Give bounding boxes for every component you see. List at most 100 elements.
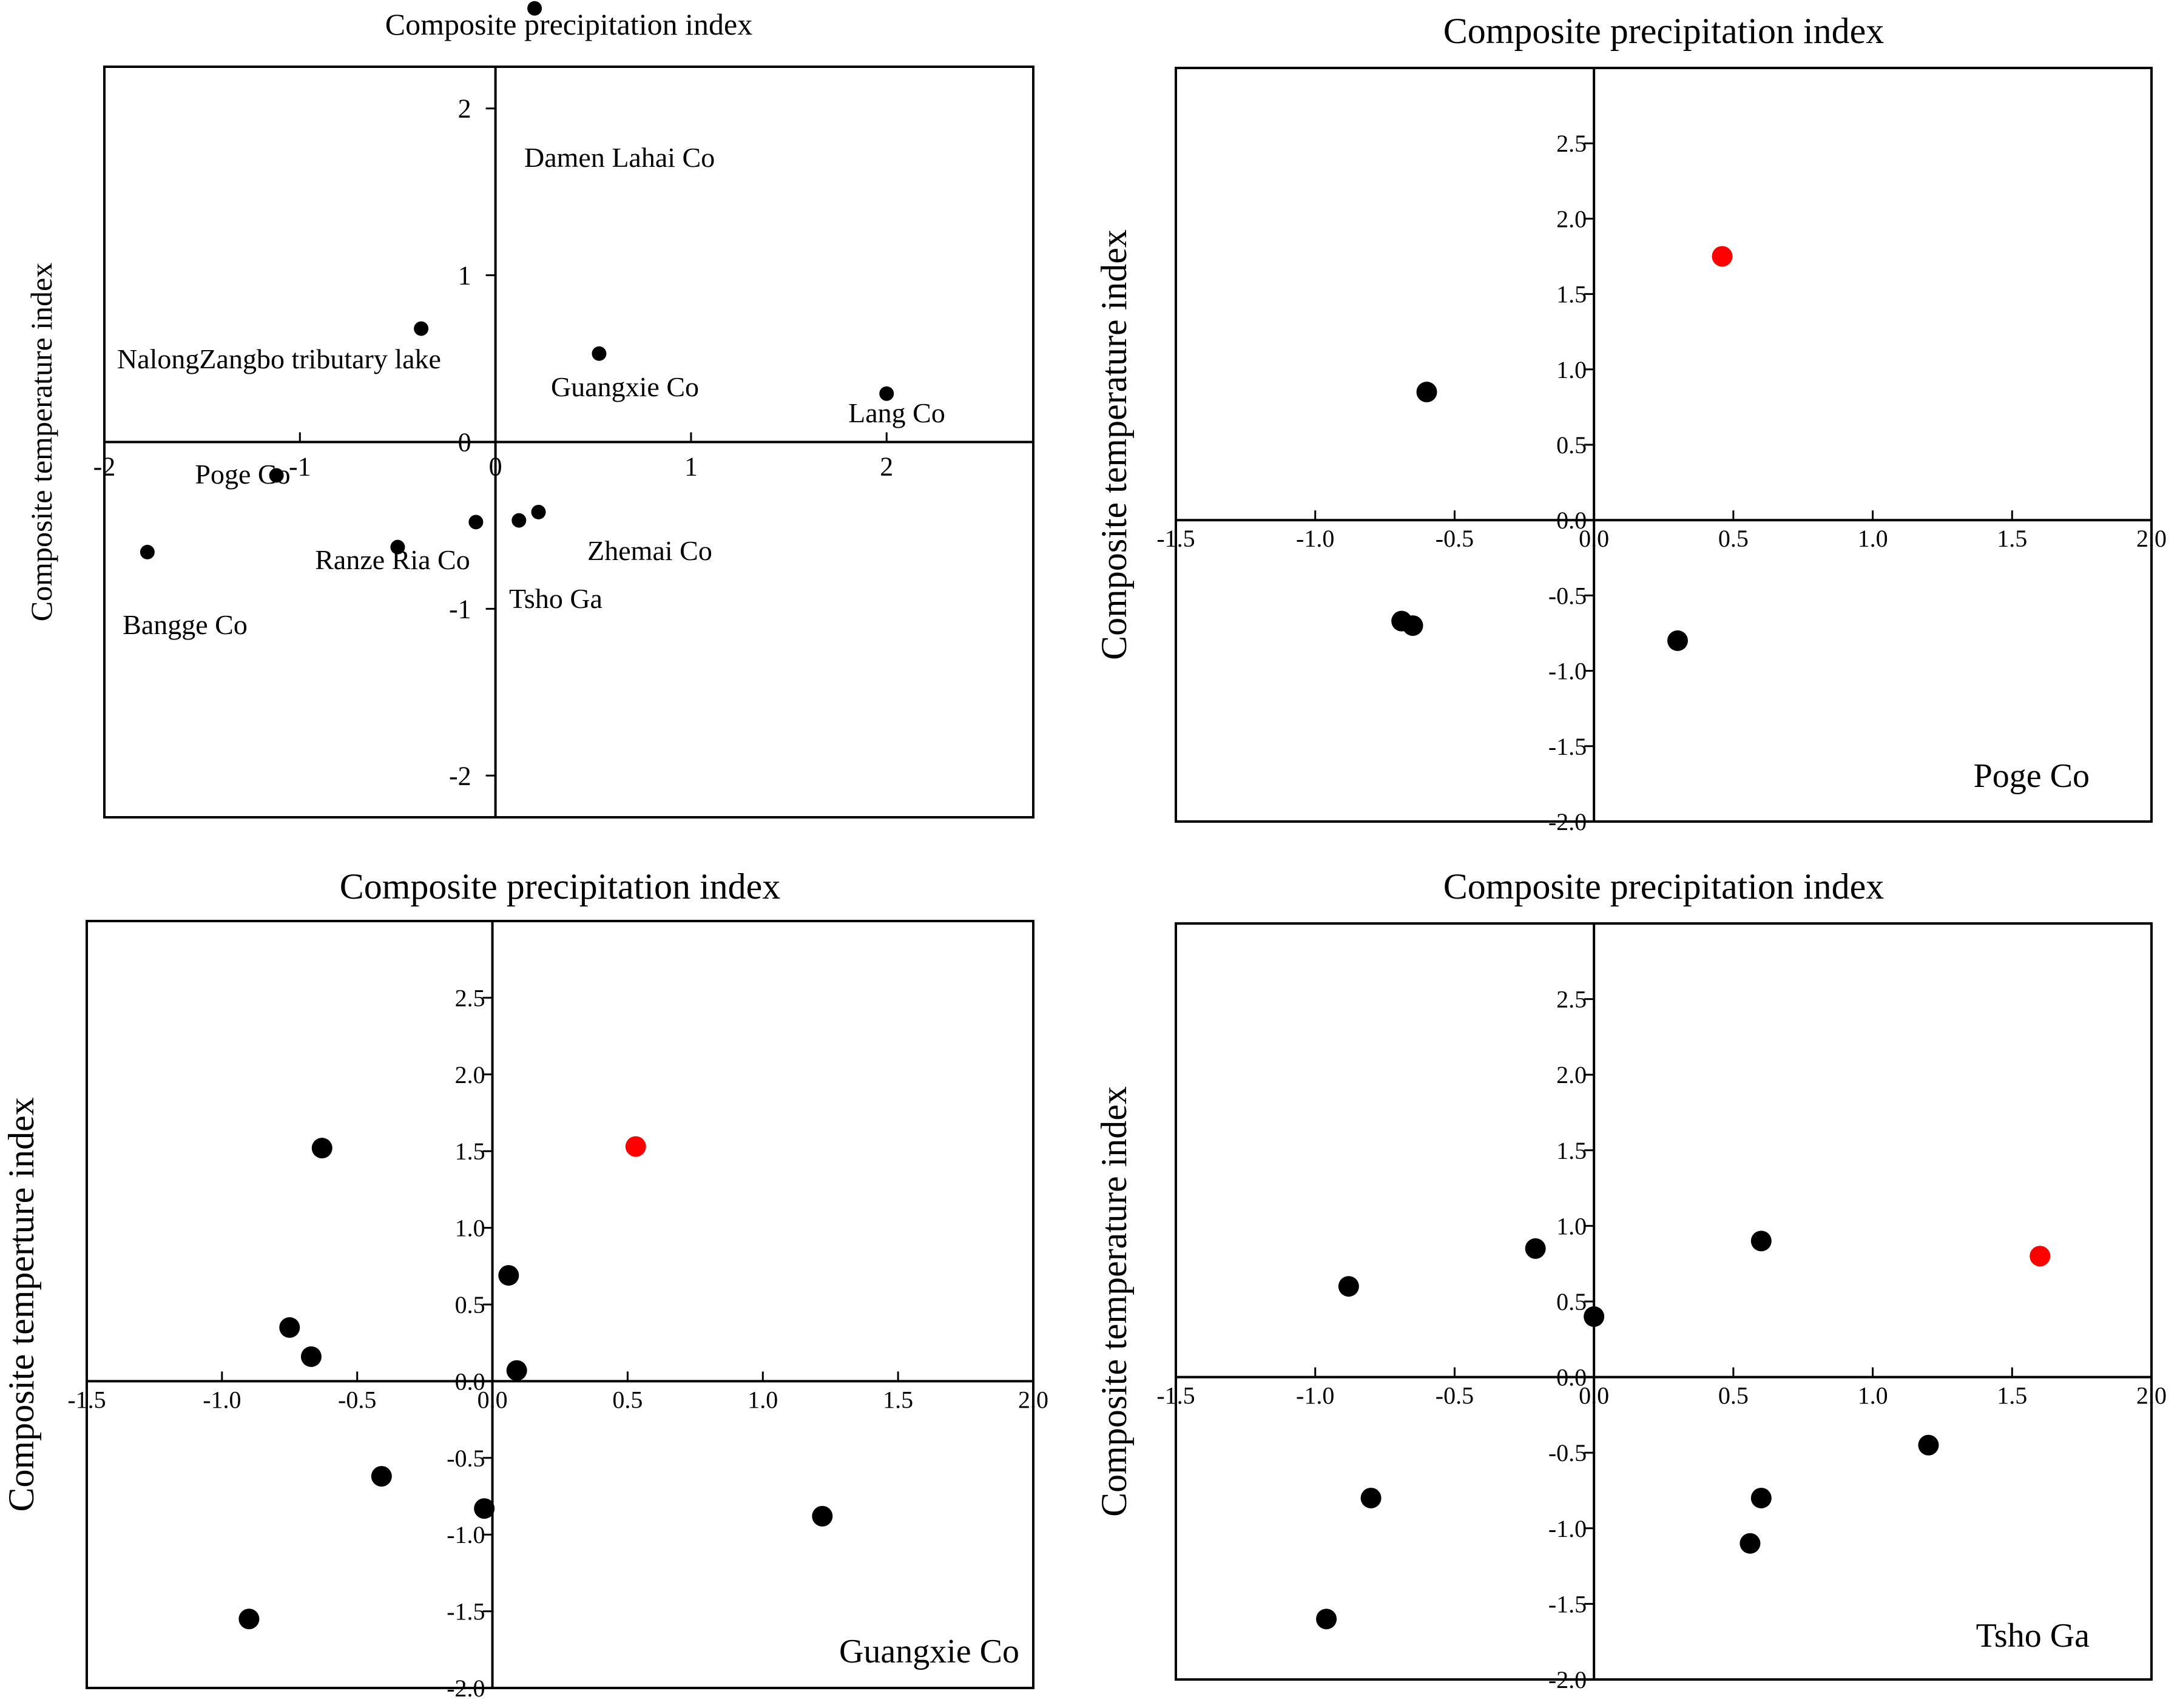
y-tick-label: -1.0 (1548, 1515, 1587, 1542)
data-point (468, 515, 484, 530)
y-tick-label: -1.0 (1548, 658, 1587, 685)
y-tick-label: 2.5 (1556, 130, 1587, 157)
data-point (1402, 615, 1423, 636)
panel-annotation: Guangxie Co (839, 1633, 1019, 1670)
x-tick-label: 0 (489, 452, 502, 482)
x-tick-label: 1.0 (747, 1386, 778, 1413)
chart-title: Composite precipitation index (340, 866, 781, 906)
x-tick-label: -1 (289, 452, 311, 482)
data-point (812, 1505, 833, 1527)
y-tick-label: 2.5 (455, 984, 485, 1011)
data-point (1750, 1230, 1772, 1252)
x-tick-label: -2 (93, 452, 116, 482)
point-label: Bangge Co (123, 609, 248, 640)
x-tick-label: 1.5 (1997, 1382, 2027, 1409)
data-point (1416, 382, 1437, 403)
point-label: NalongZangbo tributary lake (117, 343, 441, 374)
plot-frame (1175, 67, 2153, 823)
chart-panel-4: Composite precipitation index Composite t… (1094, 866, 2167, 1693)
y-tick-label: -1.5 (1548, 1590, 1587, 1618)
x-tick-label: -1.5 (1156, 1382, 1195, 1409)
x-tick-label: -1.0 (1296, 1382, 1334, 1409)
x-tick-label: 2.0 (2136, 1382, 2167, 1409)
point-label: Damen Lahai Co (524, 142, 715, 173)
x-tick-label: 1.0 (1858, 1382, 1888, 1409)
y-tick-label: 1.5 (455, 1138, 485, 1165)
data-point (390, 539, 405, 555)
y-tick-label: -2.0 (447, 1675, 485, 1702)
y-tick-label: -1.5 (447, 1598, 485, 1625)
data-point (474, 1498, 495, 1519)
y-tick-label: 1.0 (455, 1215, 485, 1242)
x-tick-label: -0.5 (338, 1386, 376, 1413)
y-tick-label: 1 (458, 261, 471, 291)
data-point (527, 1, 542, 16)
y-tick-label: -0.5 (1548, 582, 1587, 609)
point-label: Lang Co (848, 397, 945, 428)
chart-title: Composite precipitation index (1443, 11, 1885, 51)
x-tick-label: 1.0 (1858, 525, 1888, 552)
x-tick-label: 1 (684, 452, 698, 482)
data-point (1750, 1487, 1772, 1508)
data-point (311, 1138, 332, 1159)
y-tick-label: -1 (449, 594, 471, 624)
chart-panel-2: Composite precipitation index Composite t… (1094, 11, 2167, 835)
x-tick-label: 1.5 (1997, 525, 2027, 552)
y-tick-label: 0.5 (1556, 431, 1587, 459)
y-tick-label: 0 (458, 428, 471, 457)
chart-panel-1: Composite precipitation index Composite t… (24, 1, 1034, 819)
y-tick-label: 0.0 (1556, 507, 1587, 534)
x-tick-label: 0.0 (1579, 525, 1609, 552)
y-tick-label: -1.5 (1548, 733, 1587, 760)
data-point (140, 544, 155, 559)
data-point (1667, 630, 1688, 651)
x-tick-label: 0.5 (1718, 525, 1749, 552)
data-point (371, 1466, 392, 1487)
chart-title: Composite precipitation index (1443, 866, 1885, 906)
y-tick-label: -1.0 (447, 1521, 485, 1548)
data-point (506, 1360, 527, 1381)
y-axis-label: Composite temperature index (1094, 1086, 1134, 1517)
data-point (879, 386, 894, 401)
data-point (531, 504, 546, 519)
data-point (511, 513, 527, 528)
y-tick-label: -0.5 (1548, 1439, 1587, 1467)
panel-annotation: Poge Co (1974, 757, 2090, 795)
y-tick-label: 1.5 (1556, 281, 1587, 308)
highlight-point (625, 1136, 646, 1157)
plot-frame (86, 920, 1034, 1689)
y-tick-label: 2 (458, 94, 471, 124)
y-tick-label: 0.0 (455, 1368, 485, 1395)
data-point (300, 1346, 322, 1367)
panel-annotation: Tsho Ga (1976, 1617, 2090, 1655)
data-point (1316, 1608, 1337, 1630)
chart-panel-3: Composite precipitation index Composite t… (1, 866, 1048, 1702)
plot-frame (1175, 922, 2153, 1681)
point-label: Ranze Ria Co (315, 544, 470, 575)
x-tick-label: 0.5 (1718, 1382, 1749, 1409)
y-tick-label: -2.0 (1548, 808, 1587, 835)
chart-title: Composite precipitation index (385, 7, 752, 41)
y-axis-label: Composite temperature index (24, 263, 58, 622)
x-tick-label: -0.5 (1436, 1382, 1474, 1409)
x-tick-label: 2.0 (2136, 525, 2167, 552)
data-point (498, 1264, 519, 1286)
y-tick-label: 1.0 (1556, 1212, 1587, 1240)
y-axis-label: Composite temperture index (1, 1097, 41, 1511)
data-point (238, 1608, 260, 1630)
x-tick-label: -1.5 (1156, 525, 1195, 552)
data-point (1360, 1487, 1382, 1508)
y-tick-label: 2.5 (1556, 986, 1587, 1013)
point-label: Poge Co (195, 459, 290, 490)
y-tick-label: -2.0 (1548, 1666, 1587, 1693)
x-tick-label: -0.5 (1436, 525, 1474, 552)
data-point (269, 468, 284, 483)
data-point (1740, 1533, 1761, 1554)
y-tick-label: 2.0 (1556, 205, 1587, 232)
x-tick-label: -1.0 (203, 1386, 241, 1413)
y-tick-label: 0.0 (1556, 1364, 1587, 1391)
y-tick-label: 1.5 (1556, 1137, 1587, 1164)
x-tick-label: 2 (880, 452, 893, 482)
y-tick-label: 2.0 (1556, 1061, 1587, 1089)
